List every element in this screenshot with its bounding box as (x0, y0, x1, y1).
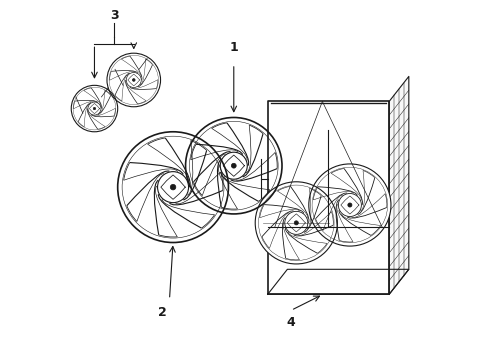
Circle shape (347, 203, 351, 207)
Circle shape (170, 184, 176, 190)
Text: 4: 4 (286, 316, 295, 329)
Circle shape (255, 182, 337, 264)
Text: 1: 1 (229, 41, 238, 54)
Text: 2: 2 (158, 306, 166, 319)
Circle shape (294, 221, 298, 225)
Polygon shape (388, 76, 408, 294)
Circle shape (308, 164, 390, 246)
Polygon shape (267, 269, 408, 294)
Circle shape (132, 78, 135, 81)
Circle shape (231, 163, 236, 168)
Text: 3: 3 (110, 9, 118, 22)
Circle shape (93, 107, 96, 110)
